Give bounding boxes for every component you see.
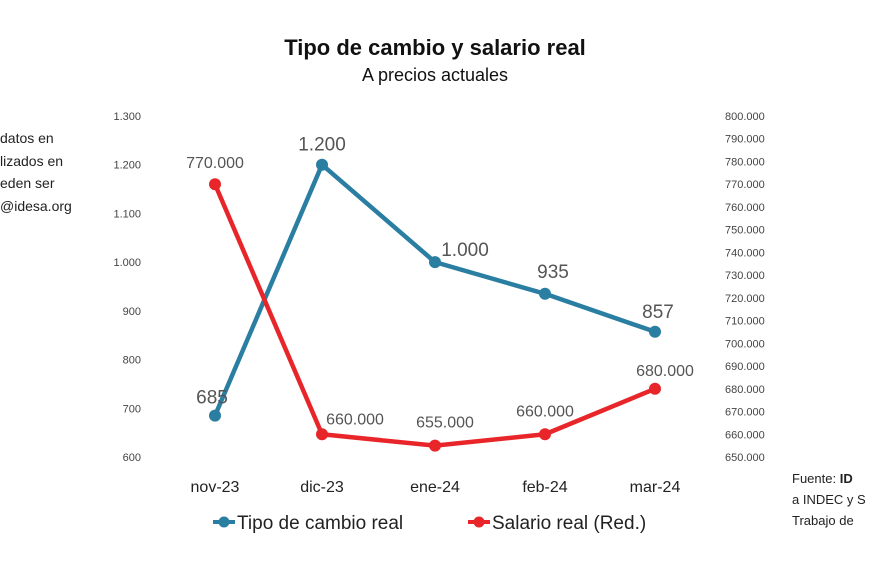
side-note-line: @idesa.org — [0, 197, 72, 214]
x-tick: dic-23 — [300, 479, 344, 496]
y-right-tick: 670.000 — [725, 407, 765, 419]
series-line — [212, 162, 656, 417]
y-left-tick: 600 — [123, 452, 141, 464]
y-right-tick: 770.000 — [725, 179, 765, 191]
data-label: 660.000 — [326, 411, 384, 428]
x-tick: ene-24 — [410, 479, 460, 496]
source-bold: ID — [839, 471, 853, 486]
y-right-tick: 680.000 — [725, 384, 765, 396]
data-label: 660.000 — [516, 403, 574, 420]
y-left-tick: 700 — [123, 403, 141, 415]
y-left-tick: 1.300 — [113, 111, 141, 123]
data-point — [649, 382, 661, 395]
data-label: 1.200 — [298, 135, 346, 156]
data-label: 1.000 — [441, 240, 489, 261]
y-left-tick: 900 — [123, 306, 141, 318]
data-label: 680.000 — [636, 363, 694, 380]
side-note-line: lizados en — [0, 152, 64, 169]
y-right-tick: 730.000 — [725, 270, 765, 282]
y-right-tick: 800.000 — [725, 111, 765, 123]
data-point — [209, 409, 221, 422]
legend-label: Tipo de cambio real — [237, 513, 403, 534]
data-point — [539, 428, 551, 441]
series-line — [212, 183, 656, 448]
side-note-line: datos en — [0, 130, 54, 146]
y-left-tick: 1.100 — [113, 208, 141, 220]
data-label: 857 — [642, 302, 674, 323]
y-left-tick: 1.000 — [113, 257, 141, 269]
x-tick: nov-23 — [191, 479, 240, 496]
y-right-tick: 740.000 — [725, 247, 765, 259]
data-point — [539, 287, 551, 300]
data-point — [429, 439, 441, 452]
y-right-tick: 700.000 — [725, 338, 765, 350]
data-point — [209, 178, 221, 191]
y-right-tick: 720.000 — [725, 293, 765, 305]
x-tick: mar-24 — [630, 479, 681, 496]
legend-label: Salario real (Red.) — [492, 513, 646, 534]
side-note: datos en lizados en eden ser @idesa.org — [0, 127, 72, 217]
y-right-tick: 780.000 — [725, 156, 765, 168]
data-label: 655.000 — [416, 415, 474, 432]
y-right-tick: 760.000 — [725, 202, 765, 214]
data-point — [316, 428, 328, 441]
source-prefix: Fuente: — [792, 471, 840, 486]
x-tick: feb-24 — [522, 479, 567, 496]
side-note-line: eden ser — [0, 175, 55, 191]
legend-marker — [473, 516, 485, 528]
data-label: 685 — [196, 388, 228, 409]
source-note: Fuente: ID a INDEC y S Trabajo de — [792, 468, 866, 531]
y-right-tick: 660.000 — [725, 429, 765, 441]
y-right-tick: 790.000 — [725, 134, 765, 146]
data-point — [429, 256, 441, 269]
source-line: Trabajo de — [792, 513, 854, 528]
chart-title: Tipo de cambio y salario real — [284, 35, 586, 60]
y-left-tick: 800 — [123, 355, 141, 367]
y-left-tick: 1.200 — [113, 160, 141, 172]
chart-subtitle: A precios actuales — [362, 65, 508, 85]
y-right-tick: 710.000 — [725, 316, 765, 328]
y-right-tick: 750.000 — [725, 225, 765, 237]
y-right-tick: 690.000 — [725, 361, 765, 373]
y-right-tick: 650.000 — [725, 452, 765, 464]
data-point — [649, 325, 661, 338]
legend-marker — [218, 516, 230, 528]
data-label: 770.000 — [186, 155, 244, 172]
source-line: a INDEC y S — [792, 492, 866, 507]
data-point — [316, 158, 328, 171]
data-label: 935 — [537, 262, 569, 283]
